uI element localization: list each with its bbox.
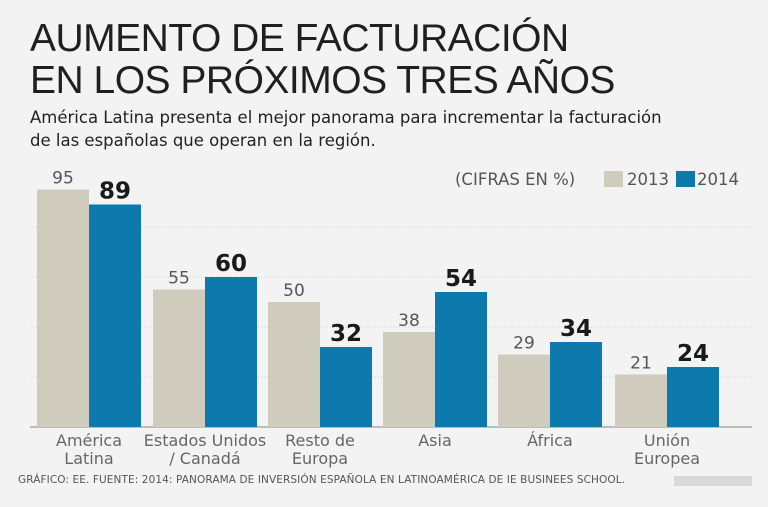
- value-label-2014-4: 34: [560, 316, 592, 342]
- legend-swatch-2014: [676, 171, 695, 187]
- value-label-2013-4: 29: [513, 334, 535, 354]
- title-line-2: EN LOS PRÓXIMOS TRES AÑOS: [30, 59, 615, 102]
- category-labels: América Latina Estados Unidos / Canadá Resto…: [56, 431, 700, 468]
- bar-2013-1: [153, 289, 205, 427]
- value-label-2013-5: 21: [630, 354, 652, 374]
- bar-2014-0: [89, 204, 141, 427]
- value-labels: 95 89 55 60 50 32 38 54 29 34 21 24: [52, 169, 709, 374]
- bar-2014-1: [205, 277, 257, 427]
- legend-units: (CIFRAS EN %): [455, 170, 575, 189]
- value-label-2014-2: 32: [330, 321, 362, 347]
- category-label-2-line-1: Europa: [292, 449, 348, 468]
- category-label-3: Asia: [418, 431, 452, 450]
- category-label-2: Resto de Europa: [285, 431, 355, 468]
- category-label-0-line-1: Latina: [64, 449, 113, 468]
- category-label-5-line-0: Unión: [644, 431, 690, 450]
- value-label-2014-5: 24: [677, 341, 709, 367]
- category-label-4-line-0: África: [527, 431, 573, 450]
- value-label-2014-0: 89: [99, 179, 131, 205]
- category-label-1-line-1: / Canadá: [169, 449, 240, 468]
- legend-swatch-2013: [604, 171, 623, 187]
- category-label-1: Estados Unidos / Canadá: [144, 431, 266, 468]
- bar-2013-5: [615, 374, 667, 427]
- chart-subtitle: América Latina presenta el mejor panoram…: [30, 106, 662, 152]
- category-label-0-line-0: América: [56, 431, 122, 450]
- value-label-2014-1: 60: [215, 251, 247, 277]
- legend-label-2013: 2013: [627, 170, 669, 189]
- bar-2013-3: [383, 332, 435, 427]
- category-label-3-line-0: Asia: [418, 431, 452, 450]
- bars-group: [37, 189, 719, 427]
- source-note: GRÁFICO: EE. FUENTE: 2014: PANORAMA DE I…: [18, 474, 626, 486]
- value-label-2013-3: 38: [398, 311, 420, 331]
- bar-2014-2: [320, 347, 372, 427]
- title-line-1: AUMENTO DE FACTURACIÓN: [30, 17, 569, 60]
- category-label-2-line-0: Resto de: [285, 431, 355, 450]
- source-placeholder-bar: [674, 476, 752, 486]
- bar-2014-5: [667, 367, 719, 427]
- bar-2013-0: [37, 189, 89, 427]
- category-label-1-line-0: Estados Unidos: [144, 431, 266, 450]
- bar-2014-4: [550, 342, 602, 427]
- legend: (CIFRAS EN %) 2013 2014: [455, 170, 739, 189]
- bar-2013-4: [498, 354, 550, 427]
- value-label-2013-0: 95: [52, 169, 74, 189]
- subtitle-line-1: América Latina presenta el mejor panoram…: [30, 108, 662, 127]
- category-label-5-line-1: Europea: [634, 449, 700, 468]
- value-label-2013-2: 50: [283, 281, 305, 301]
- legend-label-2014: 2014: [697, 170, 739, 189]
- bar-2013-2: [268, 302, 320, 427]
- value-label-2013-1: 55: [168, 269, 190, 289]
- chart-title: AUMENTO DE FACTURACIÓN EN LOS PRÓXIMOS T…: [30, 18, 615, 102]
- value-label-2014-3: 54: [445, 266, 477, 292]
- subtitle-line-2: de las españolas que operan en la región…: [30, 131, 376, 150]
- category-label-4: África: [527, 431, 573, 450]
- category-label-0: América Latina: [56, 431, 122, 468]
- category-label-5: Unión Europea: [634, 431, 700, 468]
- bar-2014-3: [435, 292, 487, 427]
